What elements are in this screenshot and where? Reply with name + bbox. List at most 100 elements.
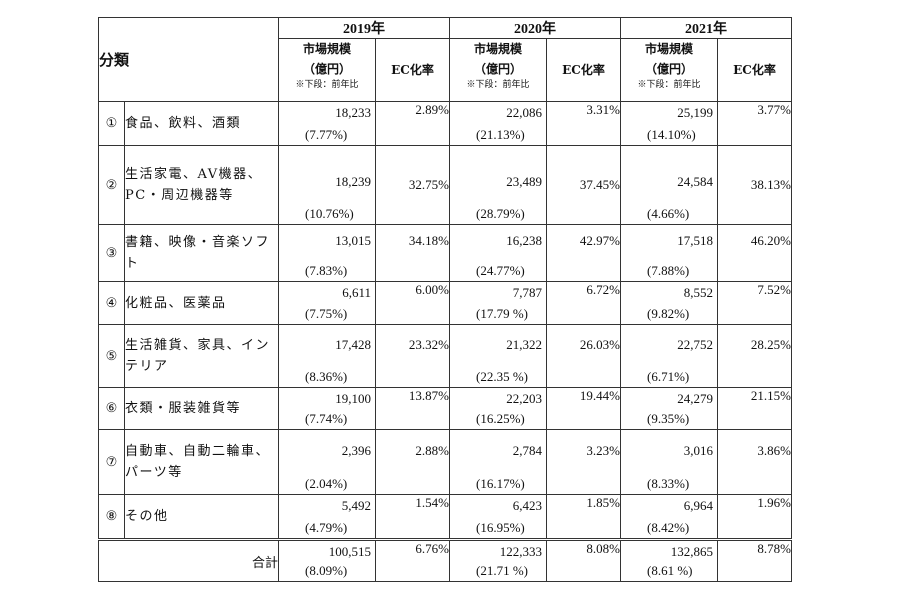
table-row: ③ 書籍、映像・音楽ソフト 13,015 (7.83%) 34.18% 16,23… bbox=[98, 224, 792, 282]
yoy-growth: (14.10%) bbox=[647, 127, 696, 142]
total-label: 合計 bbox=[98, 538, 279, 582]
market-size-cell: 22,203 (16.25%) bbox=[449, 387, 547, 430]
ec-rate-value: 3.31% bbox=[546, 101, 621, 146]
market-size-value: 24,279 bbox=[677, 391, 713, 406]
market-size-value: 25,199 bbox=[677, 105, 713, 120]
ec-rate-value: 1.96% bbox=[717, 494, 792, 540]
market-size-label: 市場規模 bbox=[473, 42, 522, 56]
market-size-unit: （億円） bbox=[644, 62, 693, 76]
market-size-note: ※下段：前年比 bbox=[637, 80, 701, 90]
yoy-growth: (22.35 %) bbox=[476, 369, 528, 384]
row-number: ⑧ bbox=[98, 494, 125, 540]
ec-rate-value: 34.18% bbox=[375, 224, 450, 282]
year-header-2021: 2021年 bbox=[620, 17, 792, 39]
category-label: その他 bbox=[124, 494, 279, 540]
ec-rate-header-2021: EC化率 bbox=[717, 38, 792, 102]
market-size-value: 2,784 bbox=[512, 443, 542, 458]
yoy-growth: (21.71 %) bbox=[476, 563, 528, 578]
yoy-growth: (21.13%) bbox=[476, 127, 525, 142]
yoy-growth: (10.76%) bbox=[305, 206, 354, 221]
category-label: 書籍、映像・音楽ソフト bbox=[124, 224, 279, 282]
category-label: 化粧品、医薬品 bbox=[124, 281, 279, 325]
yoy-growth: (6.71%) bbox=[647, 369, 690, 384]
market-size-value: 21,322 bbox=[506, 337, 542, 352]
market-size-cell: 22,086 (21.13%) bbox=[449, 101, 547, 146]
ec-rate-value: 2.88% bbox=[375, 429, 450, 495]
ec-rate-value: 1.54% bbox=[375, 494, 450, 540]
market-size-cell: 6,423 (16.95%) bbox=[449, 494, 547, 540]
market-size-value: 7,787 bbox=[512, 285, 542, 300]
market-size-cell: 5,492 (4.79%) bbox=[278, 494, 376, 540]
market-size-header-2020: 市場規模 （億円） ※下段：前年比 bbox=[449, 38, 547, 102]
market-size-label: 市場規模 bbox=[644, 42, 693, 56]
yoy-growth: (8.33%) bbox=[647, 476, 690, 491]
ec-rate-value: 32.75% bbox=[375, 145, 450, 225]
yoy-growth: (16.95%) bbox=[476, 520, 525, 535]
market-size-value: 19,100 bbox=[335, 391, 371, 406]
row-number: ③ bbox=[98, 224, 125, 282]
table-row: ④ 化粧品、医薬品 6,611 (7.75%) 6.00% 7,787 (17.79… bbox=[98, 281, 792, 325]
market-size-value: 17,518 bbox=[677, 233, 713, 248]
market-size-value: 22,086 bbox=[506, 105, 542, 120]
yoy-growth: (8.61 %) bbox=[647, 563, 693, 578]
market-size-note: ※下段：前年比 bbox=[466, 80, 530, 90]
table-row: ⑥ 衣類・服装雑貨等 19,100 (7.74%) 13.87% 22,203 (1… bbox=[98, 387, 792, 430]
market-size-value: 22,752 bbox=[677, 337, 713, 352]
table-row: ② 生活家電、AV機器、PC・周辺機器等 18,239 (10.76%) 32.7… bbox=[98, 145, 792, 225]
market-size-value: 18,239 bbox=[335, 174, 371, 189]
market-size-value: 122,333 bbox=[499, 544, 542, 559]
ec-rate-value: 42.97% bbox=[546, 224, 621, 282]
yoy-growth: (16.17%) bbox=[476, 476, 525, 491]
market-size-cell: 132,865 (8.61 %) bbox=[620, 538, 718, 582]
year-header-2019: 2019年 bbox=[278, 17, 450, 39]
market-size-header-2019: 市場規模 （億円） ※下段：前年比 bbox=[278, 38, 376, 102]
yoy-growth: (9.82%) bbox=[647, 306, 690, 321]
category-label: 生活家電、AV機器、PC・周辺機器等 bbox=[124, 145, 279, 225]
category-label: 衣類・服装雑貨等 bbox=[124, 387, 279, 430]
market-size-value: 132,865 bbox=[670, 544, 713, 559]
market-size-unit: （億円） bbox=[473, 62, 522, 76]
yoy-growth: (8.09%) bbox=[305, 563, 348, 578]
yoy-growth: (7.77%) bbox=[305, 127, 348, 142]
table-row: ① 食品、飲料、酒類 18,233 (7.77%) 2.89% 22,086 (21… bbox=[98, 101, 792, 146]
market-size-cell: 6,964 (8.42%) bbox=[620, 494, 718, 540]
yoy-growth: (8.36%) bbox=[305, 369, 348, 384]
market-size-value: 23,489 bbox=[506, 174, 542, 189]
ec-rate-value: 3.77% bbox=[717, 101, 792, 146]
market-size-cell: 2,396 (2.04%) bbox=[278, 429, 376, 495]
ec-rate-value: 6.72% bbox=[546, 281, 621, 325]
market-size-cell: 8,552 (9.82%) bbox=[620, 281, 718, 325]
total-row: 合計 100,515 (8.09%) 6.76% 122,333 (21.71 %)… bbox=[98, 538, 792, 582]
market-size-unit: （億円） bbox=[302, 62, 351, 76]
yoy-growth: (28.79%) bbox=[476, 206, 525, 221]
ec-rate-value: 8.08% bbox=[546, 538, 621, 582]
ec-rate-header-2019: EC化率 bbox=[375, 38, 450, 102]
yoy-growth: (8.42%) bbox=[647, 520, 690, 535]
ec-rate-value: 7.52% bbox=[717, 281, 792, 325]
ec-rate-value: 6.00% bbox=[375, 281, 450, 325]
ec-rate-value: 19.44% bbox=[546, 387, 621, 430]
market-size-note: ※下段：前年比 bbox=[295, 80, 359, 90]
yoy-growth: (7.83%) bbox=[305, 263, 348, 278]
ec-rate-value: 23.32% bbox=[375, 324, 450, 388]
ec-rate-value: 3.23% bbox=[546, 429, 621, 495]
yoy-growth: (9.35%) bbox=[647, 411, 690, 426]
yoy-growth: (2.04%) bbox=[305, 476, 348, 491]
market-size-value: 6,611 bbox=[342, 285, 371, 300]
market-size-cell: 3,016 (8.33%) bbox=[620, 429, 718, 495]
yoy-growth: (17.79 %) bbox=[476, 306, 528, 321]
yoy-growth: (4.79%) bbox=[305, 520, 348, 535]
market-size-cell: 22,752 (6.71%) bbox=[620, 324, 718, 388]
market-size-value: 13,015 bbox=[335, 233, 371, 248]
yoy-growth: (7.75%) bbox=[305, 306, 348, 321]
market-size-cell: 25,199 (14.10%) bbox=[620, 101, 718, 146]
market-size-value: 16,238 bbox=[506, 233, 542, 248]
table-row: ⑤ 生活雑貨、家具、インテリア 17,428 (8.36%) 23.32% 21,… bbox=[98, 324, 792, 388]
market-size-cell: 17,428 (8.36%) bbox=[278, 324, 376, 388]
market-size-cell: 16,238 (24.77%) bbox=[449, 224, 547, 282]
market-size-value: 22,203 bbox=[506, 391, 542, 406]
category-header: 分類 bbox=[98, 17, 279, 102]
market-size-value: 5,492 bbox=[341, 498, 371, 513]
table-row: ⑧ その他 5,492 (4.79%) 1.54% 6,423 (16.95%) 1… bbox=[98, 494, 792, 540]
yoy-growth: (4.66%) bbox=[647, 206, 690, 221]
